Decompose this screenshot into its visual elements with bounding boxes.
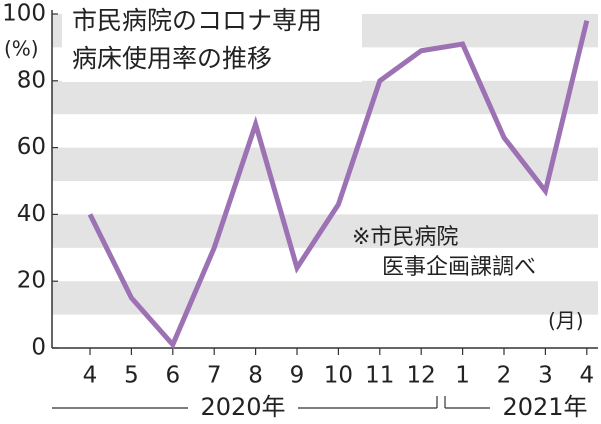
chart-title: 市民病院のコロナ専用 xyxy=(72,6,322,35)
y-tick-label: 100 xyxy=(2,1,46,27)
x-axis-label: (月) xyxy=(548,309,584,333)
annotation: 医事企画課調べ xyxy=(382,255,536,280)
y-tick-label: 20 xyxy=(17,268,46,294)
x-tick-label: 6 xyxy=(165,363,180,389)
x-tick-label: 4 xyxy=(579,363,594,389)
band xyxy=(52,80,598,115)
x-tick-label: 7 xyxy=(207,363,222,389)
year-label: 2021年 xyxy=(502,393,587,421)
y-axis-label: (%) xyxy=(4,37,39,61)
x-tick-label: 3 xyxy=(538,363,553,389)
annotation: ※市民病院 xyxy=(352,225,458,250)
y-tick-label: 60 xyxy=(17,134,46,160)
band xyxy=(52,147,598,181)
x-tick-label: 1 xyxy=(455,363,470,389)
title-box xyxy=(62,2,362,82)
x-tick-label: 8 xyxy=(248,363,263,389)
x-tick-label: 5 xyxy=(124,363,139,389)
chart-title: 病床使用率の推移 xyxy=(72,44,272,73)
x-tick-label: 10 xyxy=(324,363,353,389)
x-tick-label: 4 xyxy=(83,363,98,389)
line xyxy=(87,20,590,350)
year-label: 2020年 xyxy=(200,393,285,421)
x-tick-label: 12 xyxy=(407,363,436,389)
y-tick-label: 0 xyxy=(31,335,46,361)
x-tick-label: 11 xyxy=(365,363,394,389)
year-brackets xyxy=(52,396,490,409)
y-tick-label: 80 xyxy=(17,67,46,93)
x-tick-label: 9 xyxy=(290,363,305,389)
band xyxy=(52,214,598,248)
x-tick-label: 2 xyxy=(497,363,512,389)
y-tick-label: 40 xyxy=(17,201,46,227)
